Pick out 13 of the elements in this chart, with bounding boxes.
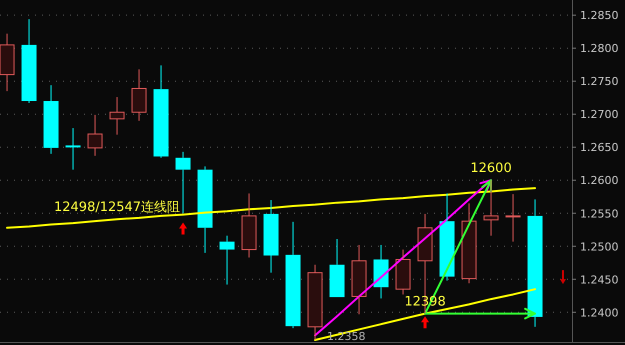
y-tick-label: 1.2700 — [580, 108, 618, 122]
y-tick-label: 1.2400 — [580, 306, 618, 320]
y-tick-label: 1.2500 — [580, 240, 618, 254]
y-tick-label: 1.2850 — [580, 9, 618, 22]
y-tick-label: 1.2750 — [580, 75, 618, 88]
annotation: 1.2358 — [327, 330, 366, 343]
y-tick-label: 1.2800 — [580, 42, 618, 56]
annotation: 12498/12547连线阻 — [54, 200, 180, 216]
annotation: 12600 — [470, 161, 512, 176]
y-tick-label: 1.2550 — [580, 207, 618, 220]
y-tick-label: 1.2650 — [580, 141, 618, 154]
y-tick-label: 1.2600 — [580, 174, 618, 188]
y-tick-label: 1.2450 — [580, 273, 618, 286]
